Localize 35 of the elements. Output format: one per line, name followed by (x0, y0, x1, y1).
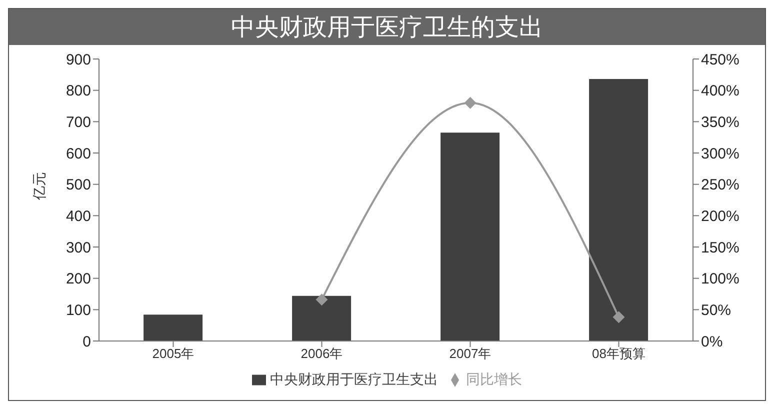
x-tick-label: 2007年 (449, 346, 492, 362)
bar (589, 79, 648, 341)
y2-tick-label: 100% (701, 270, 740, 288)
y2-tick-label: 300% (701, 145, 740, 162)
y-tick-label: 900 (66, 51, 91, 68)
y-tick-label: 800 (66, 82, 91, 100)
y2-tick-label: 200% (701, 208, 740, 225)
y-tick-label: 500 (66, 176, 91, 194)
y-tick-label: 700 (66, 114, 91, 131)
bar (440, 132, 500, 341)
y2-tick-label: 150% (701, 239, 740, 256)
point (464, 96, 476, 109)
y-tick-label: 0 (82, 333, 91, 350)
y-tick-label: 400 (66, 208, 91, 225)
x-tick-label: 08年预算 (592, 346, 646, 362)
chart-title: 中央财政用于医疗卫生的支出 (9, 9, 765, 45)
y2-tick-label: 250% (701, 176, 740, 194)
y-axis-title: 亿元 (30, 172, 47, 201)
y2-tick-label: 50% (701, 302, 732, 319)
point (316, 294, 328, 306)
y2-tick-label: 350% (701, 114, 740, 131)
bar (292, 296, 352, 341)
y2-tick-label: 400% (701, 82, 740, 100)
x-tick-label: 2005年 (152, 346, 194, 362)
y2-tick-label: 450% (701, 51, 740, 68)
y-tick-label: 200 (66, 270, 91, 288)
bar (144, 314, 203, 341)
y-tick-label: 600 (66, 145, 91, 162)
y2-tick-label: 0% (701, 333, 723, 350)
legend-label: 中央财政用于医疗卫生支出 (270, 371, 438, 387)
x-tick-label: 2006年 (300, 346, 343, 362)
legend-label: 同比增长 (466, 371, 522, 387)
y-tick-label: 300 (66, 239, 91, 256)
point (612, 311, 625, 324)
y-tick-label: 100 (66, 302, 91, 319)
